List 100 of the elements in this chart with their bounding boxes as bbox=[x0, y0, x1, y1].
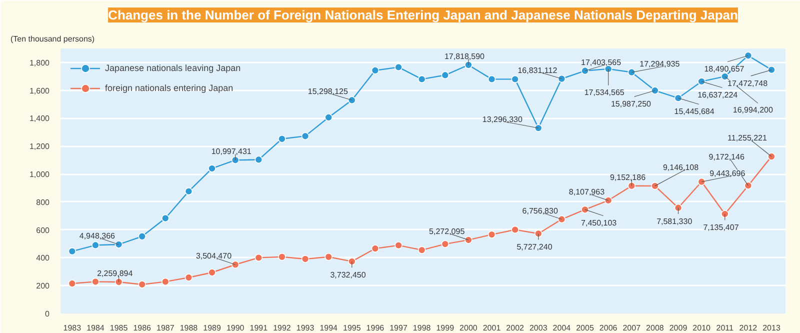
legend-label: foreign nationals entering Japan bbox=[105, 83, 234, 93]
x-tick-label: 2002 bbox=[506, 324, 525, 332]
point bbox=[231, 260, 240, 269]
annotation: 9,146,108 bbox=[662, 162, 700, 172]
point bbox=[138, 280, 146, 288]
annotation: 7,135,407 bbox=[703, 222, 740, 232]
annotation: 9,443,696 bbox=[710, 168, 746, 178]
point bbox=[371, 66, 380, 74]
annotation: 4,948,366 bbox=[79, 231, 116, 240]
point bbox=[488, 75, 496, 84]
annotation: 6,756,830 bbox=[522, 206, 558, 216]
x-tick-label: 1983 bbox=[63, 324, 82, 332]
x-tick-label: 1994 bbox=[320, 324, 338, 332]
chart-title: Changes in the Number of Foreign Nationals Entering Japan and Japanese Nationals Departing Japan bbox=[108, 8, 738, 22]
annotation: 16,994,200 bbox=[732, 105, 774, 114]
annotation: 9,152,186 bbox=[610, 172, 646, 182]
annotation: 7,450,103 bbox=[581, 218, 618, 228]
x-tick-label: 1998 bbox=[412, 324, 432, 332]
x-tick-label: 2011 bbox=[716, 324, 734, 332]
point bbox=[184, 274, 193, 282]
point bbox=[534, 230, 542, 238]
annotation: 17,534,565 bbox=[584, 88, 625, 97]
point bbox=[68, 247, 76, 256]
annotation: 17,472,748 bbox=[728, 78, 768, 88]
x-tick-label: 1987 bbox=[156, 324, 175, 332]
point bbox=[348, 258, 356, 266]
x-tick-label: 1989 bbox=[203, 324, 222, 332]
annotation: 15,298,125 bbox=[308, 87, 348, 96]
x-tick-label: 2013 bbox=[762, 324, 781, 332]
y-tick-label: 1,000 bbox=[29, 170, 50, 180]
x-tick-label: 2003 bbox=[529, 324, 548, 332]
x-tick-label: 2005 bbox=[576, 324, 594, 332]
x-tick-label: 1997 bbox=[390, 324, 408, 332]
point bbox=[744, 52, 752, 60]
annotation: 15,445,684 bbox=[674, 107, 715, 116]
point bbox=[68, 280, 76, 288]
point bbox=[581, 206, 589, 214]
x-tick-label: 2010 bbox=[692, 324, 712, 332]
x-tick-label: 1984 bbox=[86, 324, 105, 332]
point bbox=[674, 94, 682, 102]
point bbox=[744, 182, 752, 190]
annotation: 3,504,470 bbox=[196, 252, 232, 261]
y-tick-label: 1,200 bbox=[29, 142, 50, 152]
annotation: 5,727,240 bbox=[516, 242, 553, 252]
point bbox=[278, 134, 286, 143]
annotation: 17,403,565 bbox=[581, 58, 622, 67]
annotation: 15,987,250 bbox=[610, 100, 652, 109]
point bbox=[114, 240, 123, 248]
point bbox=[441, 71, 450, 80]
annotation: 11,255,221 bbox=[728, 134, 768, 143]
x-tick-label: 1990 bbox=[226, 324, 245, 332]
annotation: 16,831,112 bbox=[518, 66, 558, 75]
point bbox=[324, 252, 332, 261]
x-tick-label: 2008 bbox=[646, 324, 664, 332]
annotation: 13,296,330 bbox=[482, 115, 523, 124]
point bbox=[720, 210, 729, 218]
point bbox=[92, 241, 100, 250]
x-tick-label: 2004 bbox=[552, 324, 572, 332]
x-tick-label: 1985 bbox=[110, 324, 128, 332]
point bbox=[651, 86, 659, 94]
x-tick-label: 2001 bbox=[482, 324, 502, 332]
point bbox=[208, 268, 216, 276]
y-tick-label: 1,600 bbox=[29, 86, 50, 96]
point bbox=[768, 152, 776, 160]
point bbox=[674, 204, 682, 212]
point bbox=[254, 156, 263, 164]
x-tick-label: 1995 bbox=[343, 324, 362, 332]
point bbox=[208, 164, 216, 172]
annotation: 5,272,095 bbox=[429, 226, 466, 236]
y-tick-label: 200 bbox=[36, 282, 50, 291]
point bbox=[698, 78, 706, 86]
y-tick-label: 1,800 bbox=[29, 58, 50, 68]
point bbox=[511, 226, 519, 234]
annotation: 17,294,935 bbox=[640, 59, 680, 68]
x-tick-label: 2007 bbox=[622, 324, 642, 332]
point bbox=[698, 178, 706, 186]
point bbox=[720, 72, 729, 80]
point bbox=[184, 187, 193, 196]
point bbox=[558, 74, 566, 83]
point bbox=[162, 214, 170, 222]
x-tick-label: 2012 bbox=[739, 324, 758, 332]
legend-label: Japanese nationals leaving Japan bbox=[105, 63, 241, 73]
annotation: 18,490,657 bbox=[704, 64, 745, 74]
point bbox=[651, 182, 659, 190]
point bbox=[231, 156, 240, 164]
y-axis-title: (Ten thousand persons) bbox=[10, 34, 95, 44]
point bbox=[418, 75, 426, 84]
annotation: 8,107,963 bbox=[568, 187, 606, 196]
point bbox=[324, 114, 332, 122]
annotation: 17,818,590 bbox=[444, 52, 486, 61]
point bbox=[534, 124, 542, 132]
x-tick-label: 2006 bbox=[599, 324, 618, 332]
point bbox=[92, 278, 100, 286]
point bbox=[394, 241, 402, 250]
point bbox=[441, 240, 450, 248]
x-tick-label: 1988 bbox=[180, 324, 198, 332]
annotation: 7,581,330 bbox=[656, 216, 693, 226]
point bbox=[558, 215, 566, 224]
x-tick-label: 2000 bbox=[460, 324, 478, 332]
x-tick-label: 1996 bbox=[366, 324, 385, 332]
